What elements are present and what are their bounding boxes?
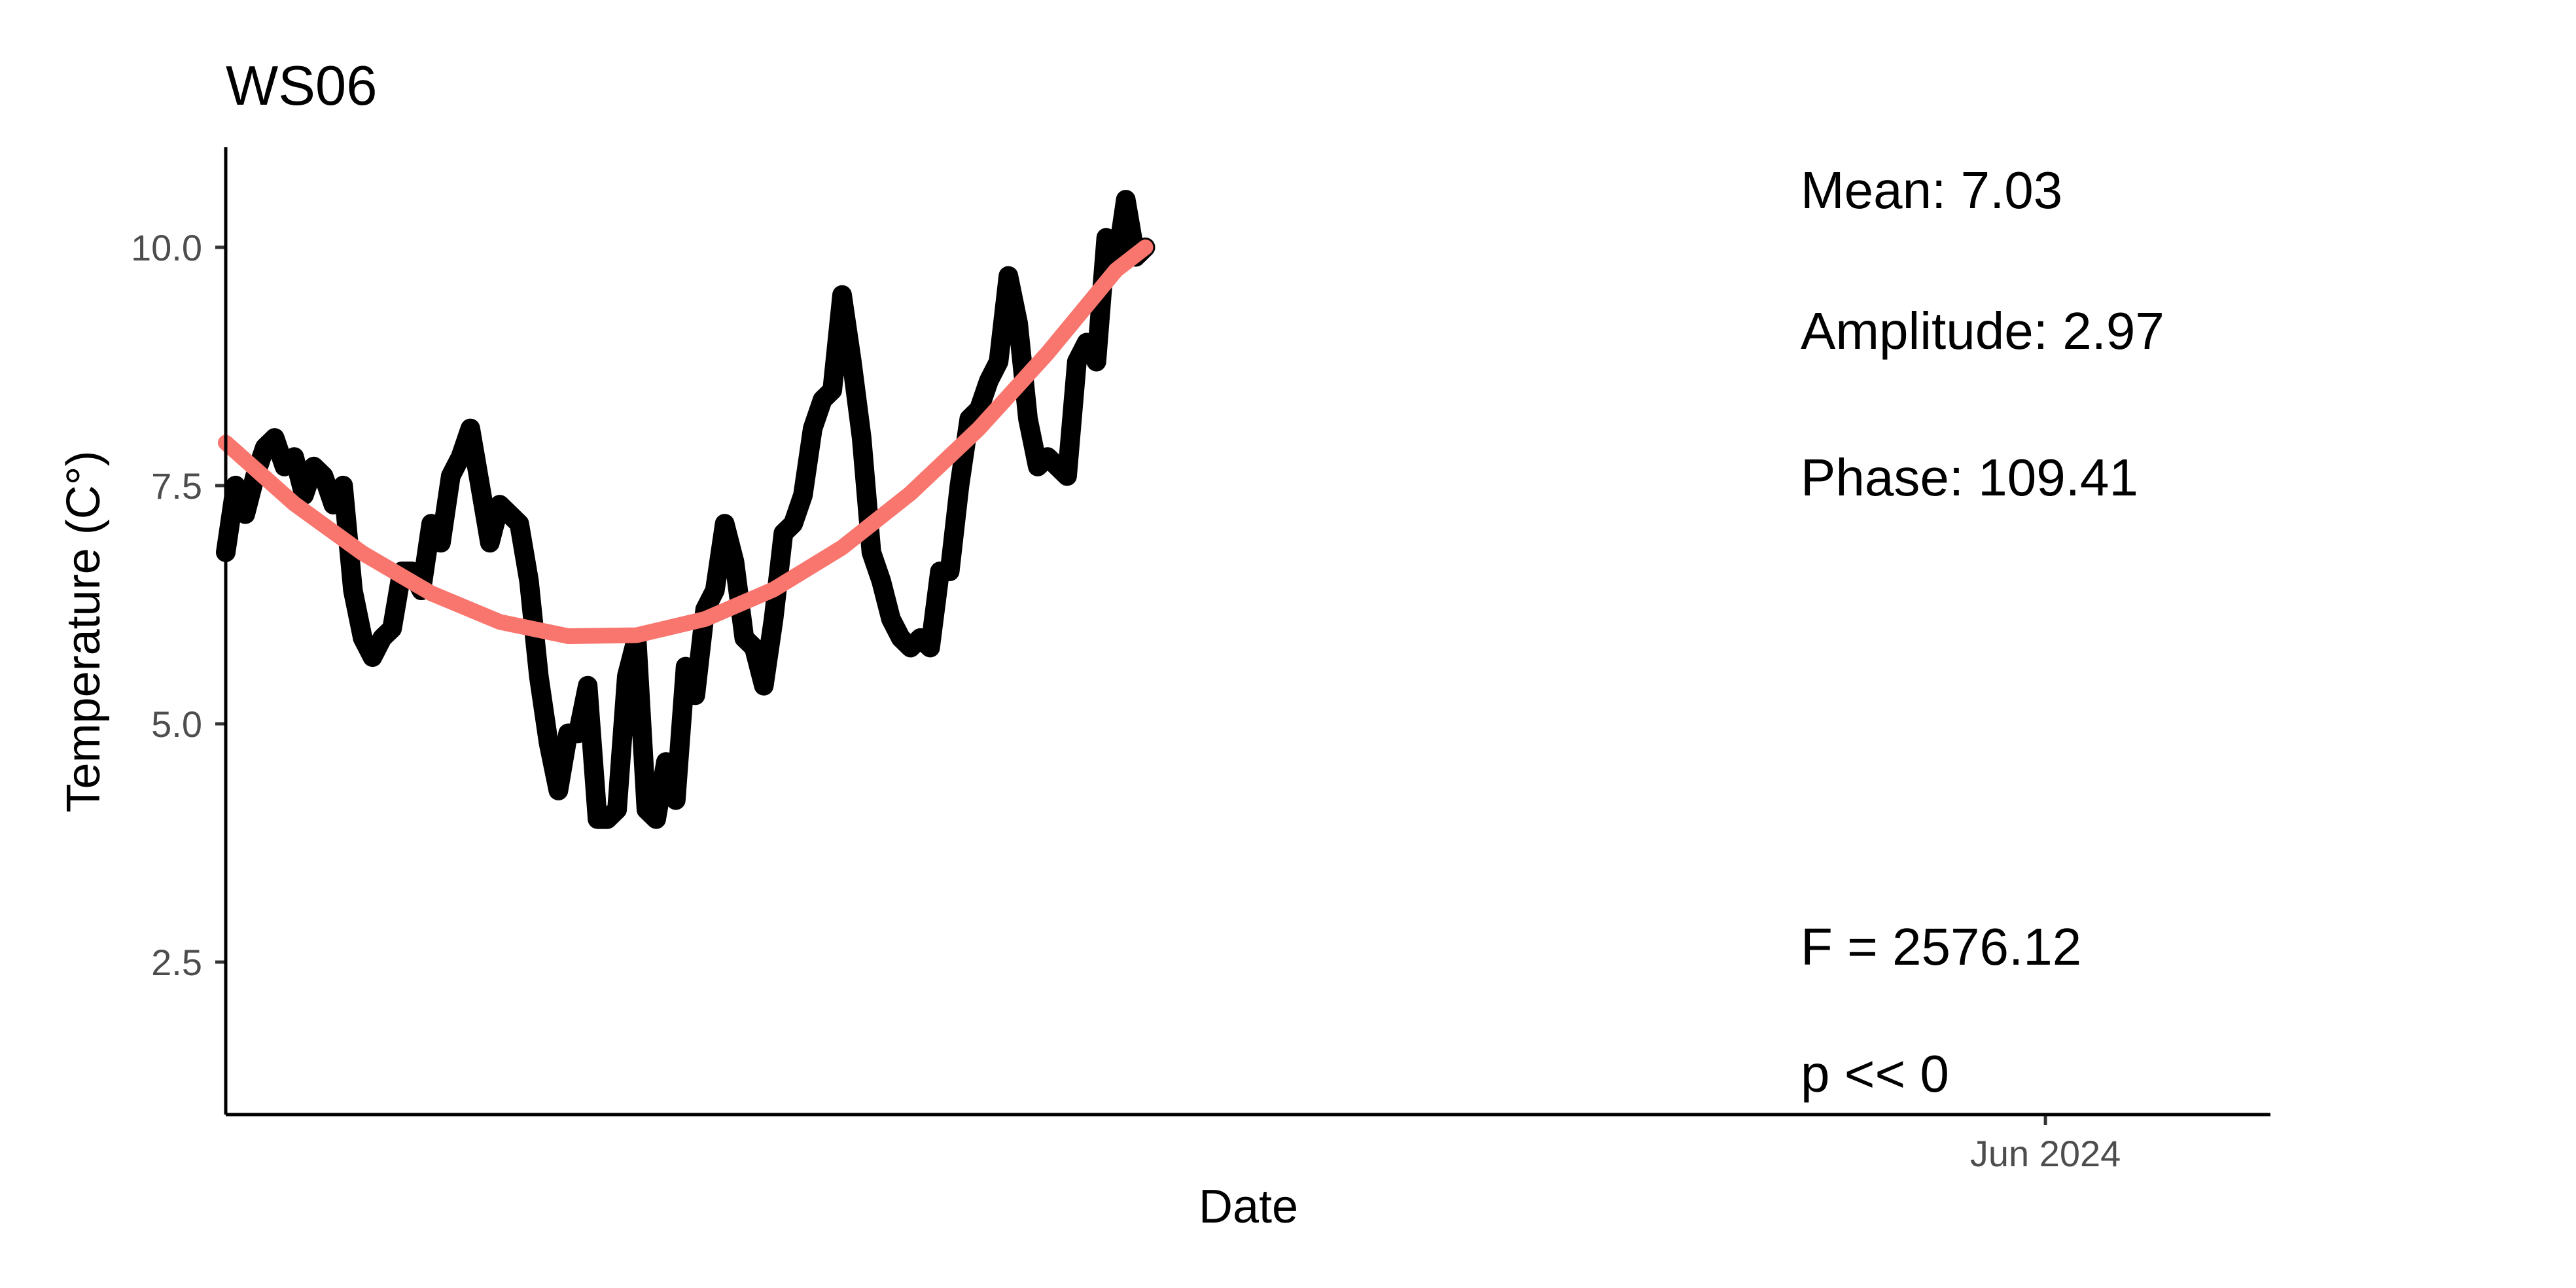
- y-axis-title: Temperature (C°): [58, 451, 110, 813]
- series-layer: [216, 190, 1156, 829]
- x-axis-title: Date: [1199, 1181, 1298, 1233]
- amplitude-annotation: Amplitude: 2.97: [1801, 302, 2164, 360]
- y-tick-label: 10.0: [131, 227, 202, 268]
- x-tick-label: Jun 2024: [1970, 1133, 2121, 1174]
- observed-temperature-line: [216, 190, 1156, 829]
- f-statistic-annotation: F = 2576.12: [1801, 918, 2081, 976]
- y-tick-label: 5.0: [151, 704, 202, 745]
- fitted-sinusoid-line: [218, 239, 1154, 644]
- chart-title: WS06: [226, 55, 377, 117]
- y-tick-label: 7.5: [151, 465, 202, 507]
- y-axis-ticks: 2.5 5.0 7.5 10.0: [131, 227, 226, 983]
- mean-annotation: Mean: 7.03: [1801, 161, 2062, 219]
- p-value-annotation: p << 0: [1801, 1045, 1949, 1103]
- phase-annotation: Phase: 109.41: [1801, 448, 2138, 507]
- y-tick-label: 2.5: [151, 942, 202, 983]
- x-axis-ticks: Jun 2024: [1970, 1115, 2121, 1174]
